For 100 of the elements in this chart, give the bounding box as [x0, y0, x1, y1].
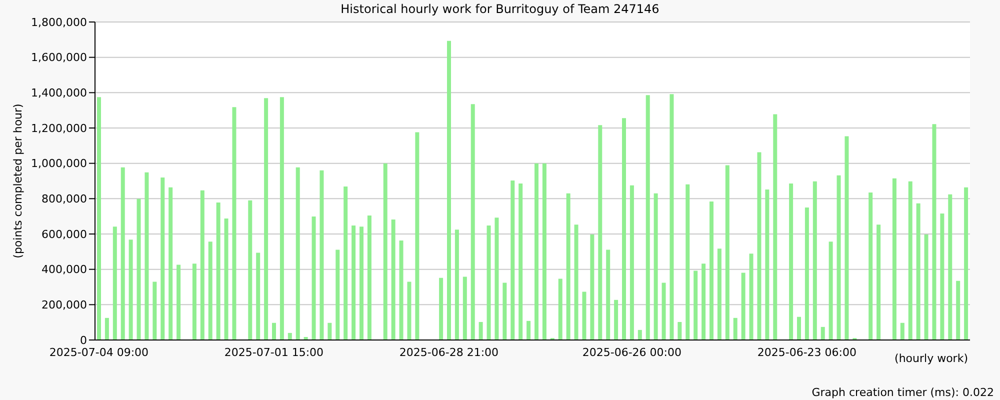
bar [360, 226, 364, 340]
bar [789, 183, 794, 340]
chart-title: Historical hourly work for Burritoguy of Team 247146 [340, 2, 660, 16]
bar [725, 165, 730, 340]
x-tick-label: 2025-06-23 06:00 [757, 346, 856, 359]
bar [136, 198, 141, 340]
bar [924, 234, 928, 340]
bar [940, 214, 944, 340]
y-tick-label: 1,800,000 [31, 16, 87, 29]
y-axis-title: (points completed per hour) [12, 104, 24, 258]
bar [710, 201, 714, 340]
y-tick-label: 0 [80, 334, 87, 347]
y-tick-label: 1,400,000 [31, 86, 87, 100]
x-axis-title: (hourly work) [894, 352, 968, 365]
bar [646, 95, 650, 340]
x-tick-label: 2025-06-28 21:00 [399, 346, 499, 359]
bar [367, 215, 372, 340]
bar [97, 97, 101, 340]
bar [216, 202, 220, 340]
bar [900, 322, 904, 340]
bar [598, 125, 602, 340]
bar [654, 193, 658, 340]
bar [462, 276, 467, 340]
bar [606, 250, 610, 340]
bar [256, 252, 260, 340]
y-tick-label: 1,200,000 [31, 122, 87, 135]
bar [582, 292, 586, 340]
bar [678, 322, 682, 340]
bar [407, 282, 412, 340]
bar [956, 280, 960, 340]
bar [152, 282, 157, 340]
bar [447, 40, 451, 340]
bar [200, 190, 204, 340]
bar [486, 226, 491, 340]
bar [176, 264, 181, 340]
bar [526, 320, 531, 340]
bar [478, 322, 483, 340]
bar [542, 163, 546, 340]
x-tick-label: 2025-07-01 15:00 [224, 346, 324, 359]
bar [614, 300, 618, 340]
bar [391, 220, 396, 340]
bar [662, 282, 666, 340]
bar [415, 132, 420, 340]
bar [288, 332, 292, 340]
bar [932, 124, 936, 340]
bar [686, 184, 690, 340]
bar [328, 322, 332, 340]
bar [694, 270, 698, 340]
bar [574, 224, 578, 340]
bar [208, 242, 212, 340]
bar [916, 203, 920, 340]
bar [144, 172, 149, 340]
bar [344, 186, 348, 340]
bar [383, 163, 388, 340]
bar [820, 326, 825, 340]
bar [439, 278, 444, 340]
bar [868, 192, 873, 340]
y-tick-label: 800,000 [42, 192, 87, 206]
bar [558, 278, 562, 340]
bar [224, 218, 228, 340]
bar [702, 264, 706, 340]
bar [494, 218, 499, 340]
bar [797, 316, 801, 340]
bar [765, 189, 770, 340]
bar [630, 185, 634, 340]
bar [670, 94, 674, 340]
y-tick-label: 400,000 [42, 263, 87, 276]
y-tick-label: 200,000 [42, 298, 87, 312]
bar [733, 318, 738, 340]
bar [336, 250, 340, 340]
bar [280, 97, 284, 340]
bar [502, 282, 507, 340]
y-tick-label: 1,600,000 [31, 51, 87, 64]
bar [510, 180, 515, 340]
bar [812, 181, 817, 340]
bar [248, 200, 252, 340]
bar [757, 152, 762, 340]
bar [454, 230, 459, 340]
bar [836, 175, 841, 340]
bar [749, 254, 754, 340]
bar [264, 98, 268, 340]
bar [804, 208, 809, 340]
bar [948, 194, 952, 340]
bar [908, 181, 912, 340]
bar [892, 178, 896, 340]
bar [964, 187, 968, 340]
bar [534, 163, 538, 340]
bar [399, 240, 404, 340]
bar [638, 330, 642, 340]
bar [741, 272, 746, 340]
bar [160, 177, 165, 340]
bar [128, 240, 133, 340]
bar [717, 248, 722, 340]
bar [104, 318, 109, 340]
y-tick-label: 600,000 [42, 228, 87, 241]
text: Graph creation timer (ms): 0.022 [812, 386, 994, 399]
x-tick-label: 2025-07-04 09:00 [49, 346, 149, 359]
bar [112, 226, 117, 340]
bar [876, 224, 881, 340]
bar [352, 226, 356, 340]
